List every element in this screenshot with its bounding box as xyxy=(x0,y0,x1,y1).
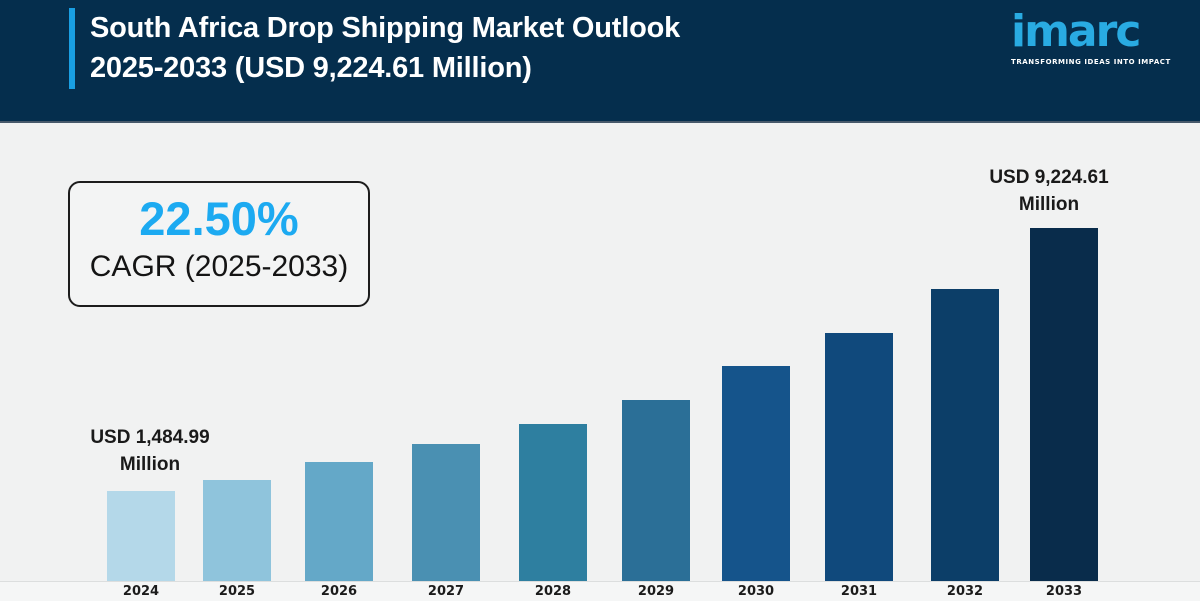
imarc-logo: imarc TRANSFORMING IDEAS INTO IMPACT xyxy=(1011,6,1171,66)
bar-2032 xyxy=(931,289,999,581)
bar-2033 xyxy=(1030,228,1098,581)
x-axis-label-2032: 2032 xyxy=(946,584,984,599)
bar-2030 xyxy=(722,366,790,581)
x-axis-label-2028: 2028 xyxy=(534,584,572,599)
cagr-value: 22.50% xyxy=(139,192,299,245)
value-label-2024-line1: USD 1,484.99 xyxy=(90,427,210,448)
x-axis-line xyxy=(0,581,1200,601)
bar-2027 xyxy=(412,444,480,581)
x-axis-label-2029: 2029 xyxy=(637,584,675,599)
header-band: South Africa Drop Shipping Market Outloo… xyxy=(0,0,1200,123)
bar-2026 xyxy=(305,462,373,581)
page-title: South Africa Drop Shipping Market Outloo… xyxy=(90,8,680,88)
value-label-2033: USD 9,224.61 Million xyxy=(969,164,1129,218)
title-accent-bar xyxy=(69,8,75,89)
value-label-2033-line1: USD 9,224.61 xyxy=(989,167,1109,188)
cagr-callout-box: 22.50% CAGR (2025-2033) xyxy=(68,181,370,307)
x-axis-label-2027: 2027 xyxy=(427,584,465,599)
bar-2031 xyxy=(825,333,893,581)
bar-2029 xyxy=(622,400,690,581)
x-axis-label-2025: 2025 xyxy=(218,584,256,599)
x-axis-label-2030: 2030 xyxy=(737,584,775,599)
value-label-2033-line2: Million xyxy=(1018,194,1080,215)
imarc-logo-wordmark: imarc xyxy=(1011,6,1141,57)
bar-2024 xyxy=(107,491,175,581)
cagr-label: CAGR (2025-2033) xyxy=(89,250,349,283)
page-title-line1: South Africa Drop Shipping Market Outloo… xyxy=(90,12,681,44)
bar-2025 xyxy=(203,480,271,581)
x-axis-label-2033: 2033 xyxy=(1045,584,1083,599)
page-title-line2: 2025-2033 (USD 9,224.61 Million) xyxy=(90,52,532,84)
x-axis-label-2031: 2031 xyxy=(840,584,878,599)
value-label-2024: USD 1,484.99 Million xyxy=(62,424,238,478)
value-label-2024-line2: Million xyxy=(119,454,181,475)
imarc-logo-tagline: TRANSFORMING IDEAS INTO IMPACT xyxy=(1011,58,1171,66)
x-axis-label-2026: 2026 xyxy=(320,584,358,599)
x-axis-label-2024: 2024 xyxy=(122,584,160,599)
bar-2028 xyxy=(519,424,587,581)
